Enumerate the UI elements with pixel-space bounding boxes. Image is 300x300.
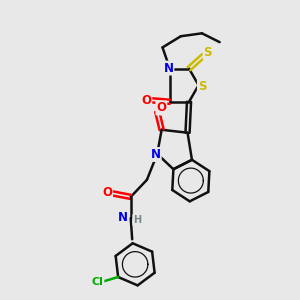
- Text: O: O: [102, 186, 112, 199]
- Text: S: S: [198, 80, 206, 93]
- Text: Cl: Cl: [92, 277, 104, 287]
- Text: N: N: [118, 211, 128, 224]
- Text: H: H: [133, 215, 141, 225]
- Text: O: O: [141, 94, 151, 107]
- Text: N: N: [151, 148, 161, 161]
- Text: O: O: [156, 101, 166, 115]
- Text: N: N: [164, 61, 173, 75]
- Text: S: S: [204, 46, 212, 59]
